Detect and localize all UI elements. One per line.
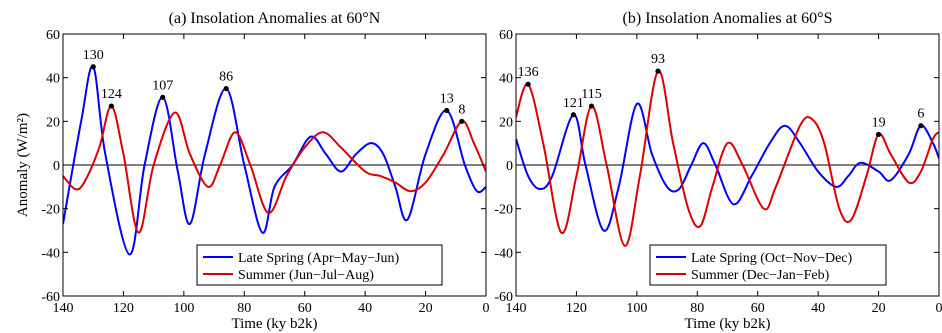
legend-label: Late Spring (Oct−Nov−Dec) bbox=[691, 251, 853, 266]
peak-label: 19 bbox=[872, 115, 886, 130]
legend-box bbox=[649, 244, 887, 286]
y-tick-label: 40 bbox=[499, 72, 513, 87]
peak-marker bbox=[918, 123, 924, 129]
y-tick-label: -40 bbox=[41, 246, 60, 261]
peak-label: 115 bbox=[581, 87, 601, 102]
y-tick-label: -20 bbox=[41, 203, 60, 218]
peak-label: 130 bbox=[83, 48, 104, 63]
peak-label: 86 bbox=[219, 70, 233, 85]
panel-south-60: (b) Insolation Anomalies at 60°S 136 12111… bbox=[494, 10, 942, 332]
legend: Late Spring (Oct−Nov−Dec) Summer (Dec−Jan… bbox=[649, 244, 887, 286]
y-tick-label: -20 bbox=[494, 203, 513, 218]
series-line-late-spring bbox=[63, 65, 486, 256]
chart-title: (b) Insolation Anomalies at 60°S bbox=[623, 10, 833, 27]
x-tick-label: 0 bbox=[936, 301, 942, 316]
y-tick-label: -60 bbox=[41, 290, 60, 305]
peak-marker bbox=[459, 118, 465, 124]
x-tick-label: 80 bbox=[237, 301, 251, 316]
y-tick-label: 0 bbox=[53, 159, 60, 174]
peak-label: 107 bbox=[152, 78, 173, 93]
x-tick-label: 20 bbox=[419, 301, 433, 316]
x-axis-label: Time (ky b2k) bbox=[684, 316, 770, 332]
peak-label: 121 bbox=[563, 96, 584, 111]
peak-marker bbox=[875, 131, 882, 138]
peak-marker bbox=[570, 112, 577, 118]
legend: Late Spring (Apr−May−Jun) Summer (Jun−Jul… bbox=[196, 244, 443, 286]
x-tick-label: 120 bbox=[113, 301, 134, 316]
x-tick-label: 40 bbox=[811, 301, 825, 316]
peak-marker bbox=[525, 81, 531, 87]
peak-marker bbox=[588, 103, 595, 109]
y-tick-label: 60 bbox=[499, 28, 513, 43]
peak-marker bbox=[223, 85, 229, 92]
x-tick-label: 120 bbox=[566, 301, 587, 316]
peak-marker bbox=[108, 103, 114, 109]
y-tick-label: -40 bbox=[494, 246, 513, 261]
legend-box bbox=[196, 244, 443, 286]
panel-north-60: (a) Insolation Anomalies at 60°N13012410… bbox=[15, 10, 490, 332]
peak-marker bbox=[444, 107, 450, 114]
x-tick-label: 80 bbox=[690, 301, 704, 316]
x-tick-label: 100 bbox=[173, 301, 194, 316]
peak-label: 93 bbox=[651, 52, 665, 67]
chart-title: (a) Insolation Anomalies at 60°N bbox=[169, 10, 381, 27]
series-line-late-spring bbox=[516, 102, 939, 232]
y-tick-label: 0 bbox=[506, 159, 513, 174]
x-tick-label: 40 bbox=[358, 301, 372, 316]
y-tick-label: -60 bbox=[494, 290, 513, 305]
peak-label: 8 bbox=[458, 102, 465, 117]
peak-label: 124 bbox=[101, 87, 122, 102]
legend-label: Late Spring (Apr−May−Jun) bbox=[238, 251, 400, 266]
x-tick-label: 140 bbox=[506, 301, 527, 316]
peak-label: 6 bbox=[917, 107, 924, 122]
y-tick-label: 20 bbox=[46, 115, 60, 130]
x-tick-label: 60 bbox=[298, 301, 312, 316]
peak-label: 13 bbox=[440, 91, 454, 106]
peak-label: 136 bbox=[518, 65, 539, 80]
peak-marker bbox=[655, 68, 661, 74]
peak-marker bbox=[90, 64, 96, 70]
y-tick-label: 60 bbox=[46, 28, 60, 43]
x-tick-label: 0 bbox=[483, 301, 490, 316]
y-axis-label: Anomaly (W/m²) bbox=[15, 113, 31, 217]
x-axis-label: Time (ky b2k) bbox=[231, 316, 317, 332]
y-tick-label: 20 bbox=[499, 115, 513, 130]
legend-label: Summer (Jun−Jul−Aug) bbox=[238, 268, 374, 283]
series-line-summer bbox=[63, 105, 486, 234]
y-tick-label: 40 bbox=[46, 72, 60, 87]
x-tick-label: 140 bbox=[53, 301, 74, 316]
x-tick-label: 60 bbox=[751, 301, 765, 316]
x-tick-label: 100 bbox=[626, 301, 647, 316]
peak-marker bbox=[160, 94, 166, 100]
x-tick-label: 20 bbox=[872, 301, 886, 316]
legend-label: Summer (Dec−Jan−Feb) bbox=[691, 268, 830, 283]
